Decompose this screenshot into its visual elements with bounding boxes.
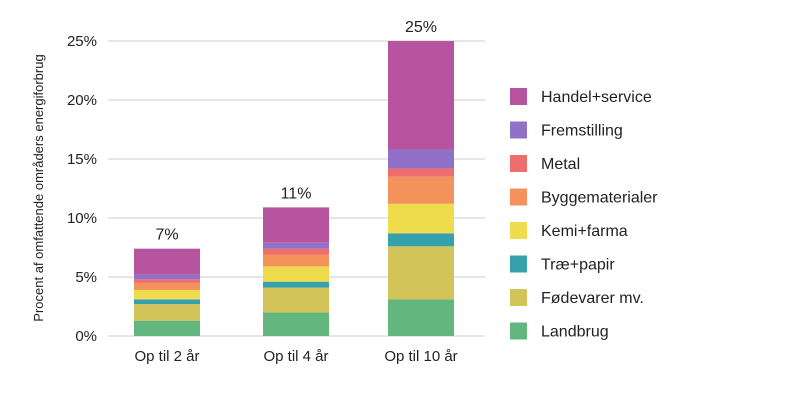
y-axis-label: Procent af omfattende områders energifor… [31,54,46,321]
legend-swatch [510,188,527,206]
bar-segment [263,254,329,267]
legend-item: Byggematerialer [510,188,658,207]
legend-swatch [510,322,527,340]
legend-swatch [510,121,527,139]
bar-total-label: 7% [155,227,178,244]
legend-label: Landbrug [541,324,609,341]
bar-segment [263,312,329,336]
legend-label: Metal [541,156,580,173]
bar-segment [134,282,200,290]
bar-segment [134,320,200,336]
legend-label: Fremstilling [541,123,623,140]
y-tick-label: 0% [75,328,97,345]
legend-item: Metal [510,155,580,173]
x-tick-label: Op til 10 år [384,348,457,365]
bar-segment [263,207,329,243]
x-tick-label: Op til 2 år [134,348,199,365]
legend-item: Kemi+farma [510,222,628,240]
bar-segment [134,289,200,300]
legend-label: Træ+papir [541,257,615,274]
y-tick-label: 15% [67,151,97,168]
legend-label: Byggematerialer [541,190,658,207]
legend-swatch [510,155,527,172]
bar-segment [134,279,200,283]
legend-label: Fødevarer mv. [541,290,644,307]
bar-segment [388,299,454,336]
y-tick-label: 20% [67,92,97,109]
bar-segment [263,281,329,288]
y-tick-label: 10% [67,210,97,227]
y-tick-label: 5% [75,269,97,286]
bar-segment [388,41,454,150]
bar-segment [388,246,454,300]
legend-swatch [510,255,527,273]
bar-segment [388,233,454,247]
bar-total-label: 11% [281,185,312,202]
legend-item: Træ+papir [510,255,615,274]
bar-segment [263,266,329,282]
legend-label: Handel+service [541,89,652,106]
bar-segment [134,304,200,321]
bar-segment [134,299,200,305]
bar-total-label: 25% [405,19,437,36]
bar-segment [134,248,200,275]
legend-label: Kemi+farma [541,223,628,240]
bars [134,41,454,336]
labels: 0% 5% 10% 15% 20% 25% 7% Op til 2 år 11% Op til 4… [67,19,458,365]
bar-segment [134,274,200,280]
legend-item: Fremstilling [510,121,623,140]
legend-item: Handel+service [510,88,652,106]
y-tick-label: 25% [67,33,97,50]
bar-segment [388,176,454,204]
bar-segment [263,287,329,313]
bar-segment [263,242,329,249]
bar-segment [263,248,329,255]
legend-item: Landbrug [510,322,609,341]
legend-swatch [510,289,527,306]
legend-swatch [510,222,527,239]
bar-segment [388,149,454,169]
legend-item: Fødevarer mv. [510,289,644,307]
bar-segment [388,168,454,177]
bar-segment [388,203,454,234]
legend: Handel+service Fremstilling Metal Byggemate… [510,88,658,341]
x-tick-label: Op til 4 år [263,348,328,365]
legend-swatch [510,88,527,105]
